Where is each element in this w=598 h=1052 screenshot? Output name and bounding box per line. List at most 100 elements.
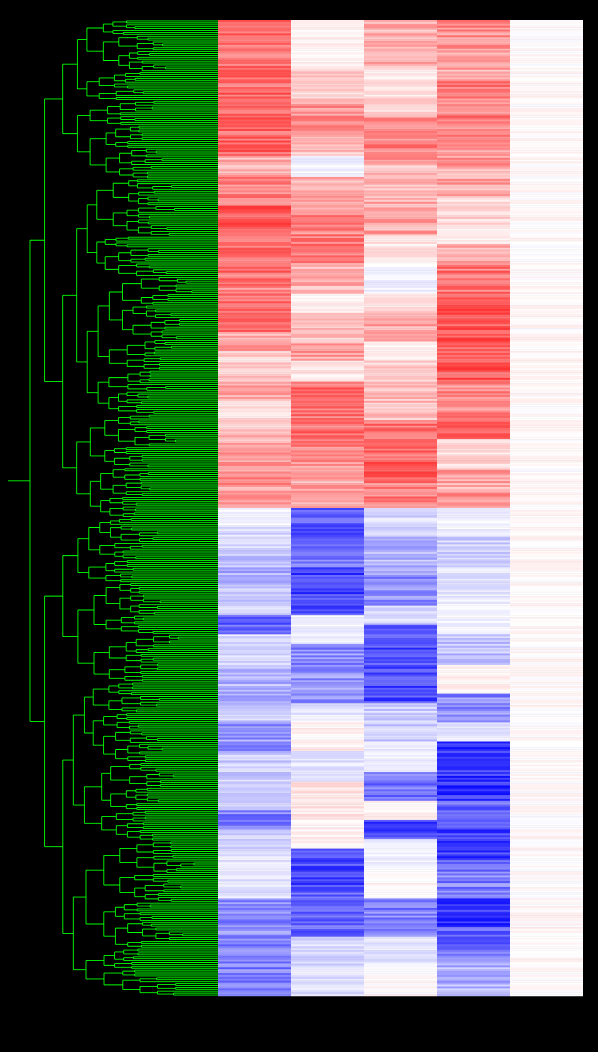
heatmap-cell [291, 343, 364, 346]
heatmap-cell [364, 153, 437, 157]
heatmap-cell [437, 974, 510, 978]
heatmap-cell [437, 404, 510, 407]
heatmap-cell [291, 718, 364, 721]
heatmap-cell [510, 863, 583, 867]
heatmap-cell [218, 735, 291, 738]
heatmap-cell [364, 747, 437, 750]
heatmap-cell [291, 904, 364, 907]
heatmap-cell [437, 542, 510, 545]
heatmap-cell [364, 102, 437, 105]
heatmap-cell [291, 226, 364, 229]
heatmap-cell [291, 192, 364, 195]
heatmap-cell [510, 829, 583, 832]
heatmap-cell [437, 52, 510, 55]
heatmap-cell [218, 569, 291, 572]
heatmap-cell [437, 310, 510, 314]
heatmap-cell [218, 643, 291, 647]
heatmap-cell [510, 335, 583, 338]
heatmap-cell [291, 519, 364, 522]
heatmap-cell [291, 590, 364, 593]
heatmap-cell [291, 601, 364, 604]
heatmap-cell [510, 865, 583, 869]
heatmap-cell [437, 368, 510, 371]
heatmap-cell [364, 301, 437, 304]
heatmap-cell [510, 62, 583, 65]
heatmap-cell [364, 498, 437, 501]
heatmap-cell [291, 929, 364, 932]
heatmap-cell [364, 955, 437, 958]
heatmap-cell [291, 303, 364, 306]
heatmap-cell [437, 839, 510, 842]
heatmap-cell [291, 467, 364, 470]
heatmap-cell [218, 286, 291, 289]
heatmap-cell [510, 234, 583, 237]
heatmap-cell [291, 649, 364, 652]
heatmap-cell [437, 802, 510, 805]
heatmap-cell [437, 351, 510, 354]
heatmap-cell [510, 553, 583, 557]
heatmap-cell [218, 929, 291, 932]
heatmap-cell [291, 923, 364, 926]
heatmap-cell [218, 425, 291, 428]
heatmap-cell [510, 356, 583, 359]
heatmap-cell [291, 115, 364, 118]
heatmap-cell [218, 71, 291, 74]
heatmap-cell [291, 867, 364, 870]
heatmap-cell [364, 839, 437, 842]
heatmap-cell [218, 146, 291, 149]
heatmap-cell [218, 879, 291, 882]
heatmap-cell [437, 833, 510, 836]
heatmap-cell [291, 733, 364, 736]
heatmap-cell [218, 796, 291, 800]
heatmap-cell [364, 184, 437, 187]
heatmap-cell [291, 951, 364, 955]
heatmap-cell [364, 712, 437, 715]
heatmap-cell [291, 953, 364, 957]
heatmap-cell [364, 867, 437, 870]
heatmap-cell [364, 911, 437, 914]
heatmap-cell [437, 904, 510, 907]
heatmap-cell [510, 504, 583, 507]
heatmap-cell [218, 854, 291, 857]
heatmap-cell [510, 693, 583, 696]
heatmap-cell [364, 668, 437, 671]
heatmap-cell [510, 123, 583, 126]
heatmap-cell [364, 917, 437, 920]
heatmap-cell [218, 467, 291, 470]
heatmap-cell [364, 197, 437, 201]
heatmap-cell [218, 714, 291, 717]
heatmap-cell [218, 463, 291, 467]
heatmap-cell [510, 326, 583, 329]
heatmap-cell [218, 310, 291, 314]
heatmap-cell [364, 544, 437, 547]
heatmap-cell [218, 770, 291, 773]
heatmap-cell [437, 220, 510, 224]
heatmap-cell [364, 707, 437, 710]
heatmap-cell [510, 102, 583, 105]
heatmap-cell [218, 674, 291, 677]
heatmap-cell [437, 906, 510, 909]
heatmap-cell [437, 488, 510, 492]
heatmap-cell [218, 85, 291, 88]
heatmap-cell [437, 919, 510, 922]
heatmap-cell [437, 35, 510, 38]
heatmap-cell [437, 127, 510, 130]
heatmap-cell [364, 758, 437, 761]
heatmap-cell [364, 264, 437, 268]
heatmap-cell [291, 710, 364, 714]
heatmap-cell [218, 184, 291, 187]
heatmap-cell [364, 56, 437, 59]
heatmap-cell [510, 521, 583, 524]
heatmap-cell [510, 573, 583, 576]
heatmap-cell [437, 150, 510, 153]
heatmap-cell [291, 496, 364, 499]
heatmap-cell [437, 948, 510, 951]
heatmap-cell [291, 111, 364, 115]
heatmap-cell [218, 973, 291, 976]
heatmap-cell [510, 798, 583, 802]
heatmap-cell [218, 240, 291, 243]
heatmap-cell [437, 609, 510, 612]
heatmap-cell [218, 751, 291, 754]
heatmap-cell [218, 907, 291, 911]
heatmap-cell [510, 462, 583, 465]
